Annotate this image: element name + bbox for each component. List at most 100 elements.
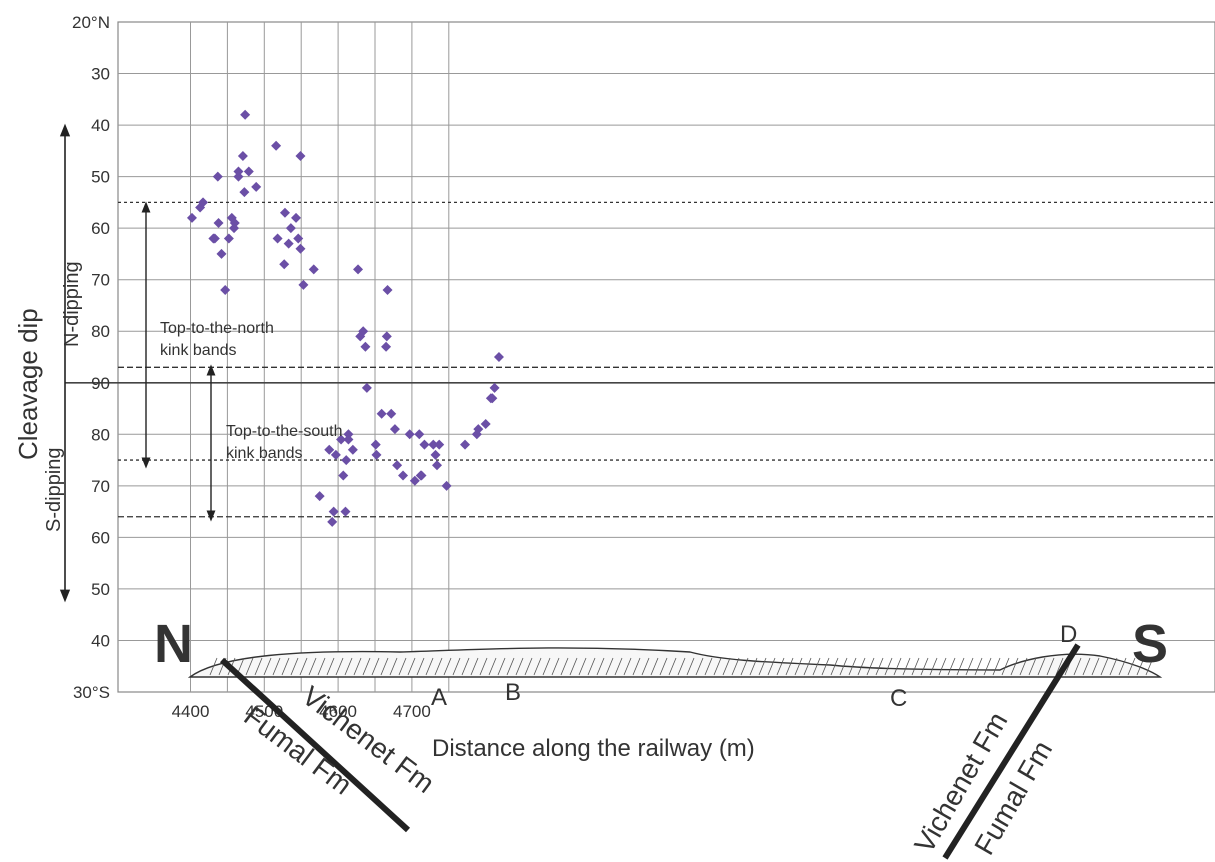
section-hatch	[812, 657, 821, 676]
section-hatch	[956, 657, 965, 676]
section-hatch	[434, 657, 443, 676]
section-hatch	[983, 657, 992, 676]
section-hatch	[686, 657, 695, 676]
y-tick-label: 20°N	[72, 13, 110, 32]
section-hatch	[317, 657, 326, 676]
data-point	[233, 171, 244, 182]
section-hatch	[677, 657, 686, 676]
data-point	[428, 439, 439, 450]
y-tick-labels: 20°N 30 40 50 60 70 80 90 80 70 60 50 40 30°S	[72, 13, 110, 702]
data-point	[480, 419, 491, 429]
section-hatch	[272, 657, 281, 676]
section-hatch	[335, 657, 344, 676]
y-tick-label: 50	[91, 168, 110, 187]
cross-section-sketch	[187, 643, 1163, 860]
y-tick-label: 60	[91, 528, 110, 547]
section-hatch	[947, 657, 956, 676]
section-hatch	[695, 657, 704, 676]
section-hatch	[749, 657, 758, 676]
data-point	[419, 439, 430, 450]
section-hatch	[308, 657, 317, 676]
section-hatch	[1028, 657, 1037, 676]
section-hatch	[920, 657, 929, 676]
data-point	[271, 140, 282, 151]
section-hatch	[398, 657, 407, 676]
section-hatch	[488, 657, 497, 676]
section-hatch	[587, 657, 596, 676]
section-hatch	[407, 657, 416, 676]
section-hatch	[596, 657, 605, 676]
data-point	[376, 408, 387, 419]
section-hatch	[1118, 657, 1127, 676]
data-point	[493, 352, 504, 362]
data-point	[237, 151, 248, 161]
data-point	[240, 109, 251, 120]
section-hatch	[380, 657, 389, 676]
section-hatch	[632, 657, 641, 676]
section-hatch	[560, 657, 569, 676]
section-hatch	[551, 657, 560, 676]
data-point	[279, 259, 290, 270]
section-hatch	[569, 657, 578, 676]
section-hatch	[461, 657, 470, 676]
data-point	[487, 393, 498, 404]
data-point	[336, 434, 347, 445]
data-point	[338, 470, 349, 481]
data-point	[223, 233, 234, 244]
data-point	[209, 233, 220, 244]
data-point	[358, 326, 369, 337]
section-hatch	[1127, 657, 1136, 676]
section-hatch	[443, 657, 452, 676]
data-point	[416, 470, 427, 481]
section-hatch	[479, 657, 488, 676]
north-bands-label-line2: kink bands	[160, 342, 237, 359]
section-hatch	[875, 657, 884, 676]
section-hatch	[353, 657, 362, 676]
y-tick-label: 80	[91, 322, 110, 341]
section-hatch	[605, 657, 614, 676]
data-point	[386, 408, 397, 419]
data-points	[186, 109, 504, 527]
data-point	[431, 460, 442, 471]
y-tick-label: 50	[91, 580, 110, 599]
section-hatch	[911, 657, 920, 676]
section-hatch	[821, 657, 830, 676]
section-hatch	[209, 657, 218, 676]
section-hatch	[839, 657, 848, 676]
north-bands-label-line1: Top-to-the-north	[160, 320, 274, 337]
data-point	[239, 187, 250, 198]
section-hatch	[1055, 657, 1064, 676]
section-hatch	[1046, 657, 1055, 676]
data-point	[404, 429, 415, 440]
plot-frame	[117, 21, 1215, 693]
x-axis-label: Distance along the railway (m)	[432, 735, 755, 762]
data-point	[347, 444, 358, 455]
data-point	[291, 212, 302, 223]
section-hatch	[785, 657, 794, 676]
section-hatch	[344, 657, 353, 676]
section-hatch	[470, 657, 479, 676]
section-hatch	[515, 657, 524, 676]
x-tick-label: 4700	[393, 702, 431, 721]
y-tick-label: 80	[91, 425, 110, 444]
section-hatch	[659, 657, 668, 676]
section-hatch	[245, 657, 254, 676]
data-point	[295, 151, 306, 161]
data-point	[308, 264, 319, 275]
data-point	[370, 439, 381, 450]
data-point	[220, 285, 231, 295]
section-hatch	[524, 657, 533, 676]
data-point	[489, 382, 500, 393]
y-tick-label: 30°S	[73, 683, 110, 702]
section-hatch	[299, 657, 308, 676]
section-hatch	[1073, 657, 1082, 676]
data-point	[389, 424, 400, 435]
section-hatch	[1145, 657, 1154, 676]
data-point	[430, 449, 441, 460]
data-point	[213, 218, 224, 228]
letter-c: C	[890, 685, 907, 712]
data-point	[328, 506, 339, 517]
data-point	[473, 424, 484, 435]
